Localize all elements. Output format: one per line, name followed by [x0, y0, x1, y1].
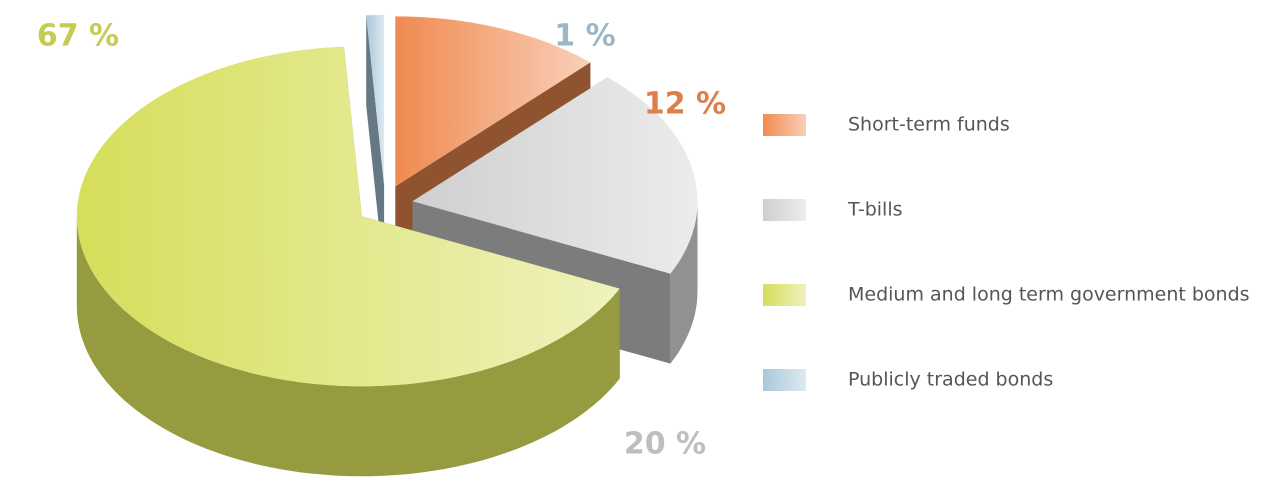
slice: [412, 77, 698, 274]
legend-swatch: [763, 199, 806, 221]
legend-label: Medium and long term government bonds: [848, 284, 1250, 306]
value-label: 20 %: [624, 427, 706, 462]
slice-side: [366, 15, 385, 276]
legend-label: T-bills: [847, 199, 903, 221]
slice: [366, 15, 385, 185]
legend-label: Publicly traded bonds: [848, 369, 1053, 391]
slice: [395, 16, 591, 187]
slice-wall: [670, 201, 698, 364]
legend-swatch: [763, 369, 806, 391]
legend-label: Short-term funds: [848, 114, 1010, 136]
slice-wall: [76, 216, 620, 477]
slice: [76, 46, 620, 387]
value-label: 67 %: [37, 19, 119, 54]
legend-swatch: [763, 284, 806, 306]
value-label: 12 %: [644, 87, 726, 122]
value-label: 1 %: [554, 19, 615, 54]
legend-swatch: [763, 114, 806, 136]
